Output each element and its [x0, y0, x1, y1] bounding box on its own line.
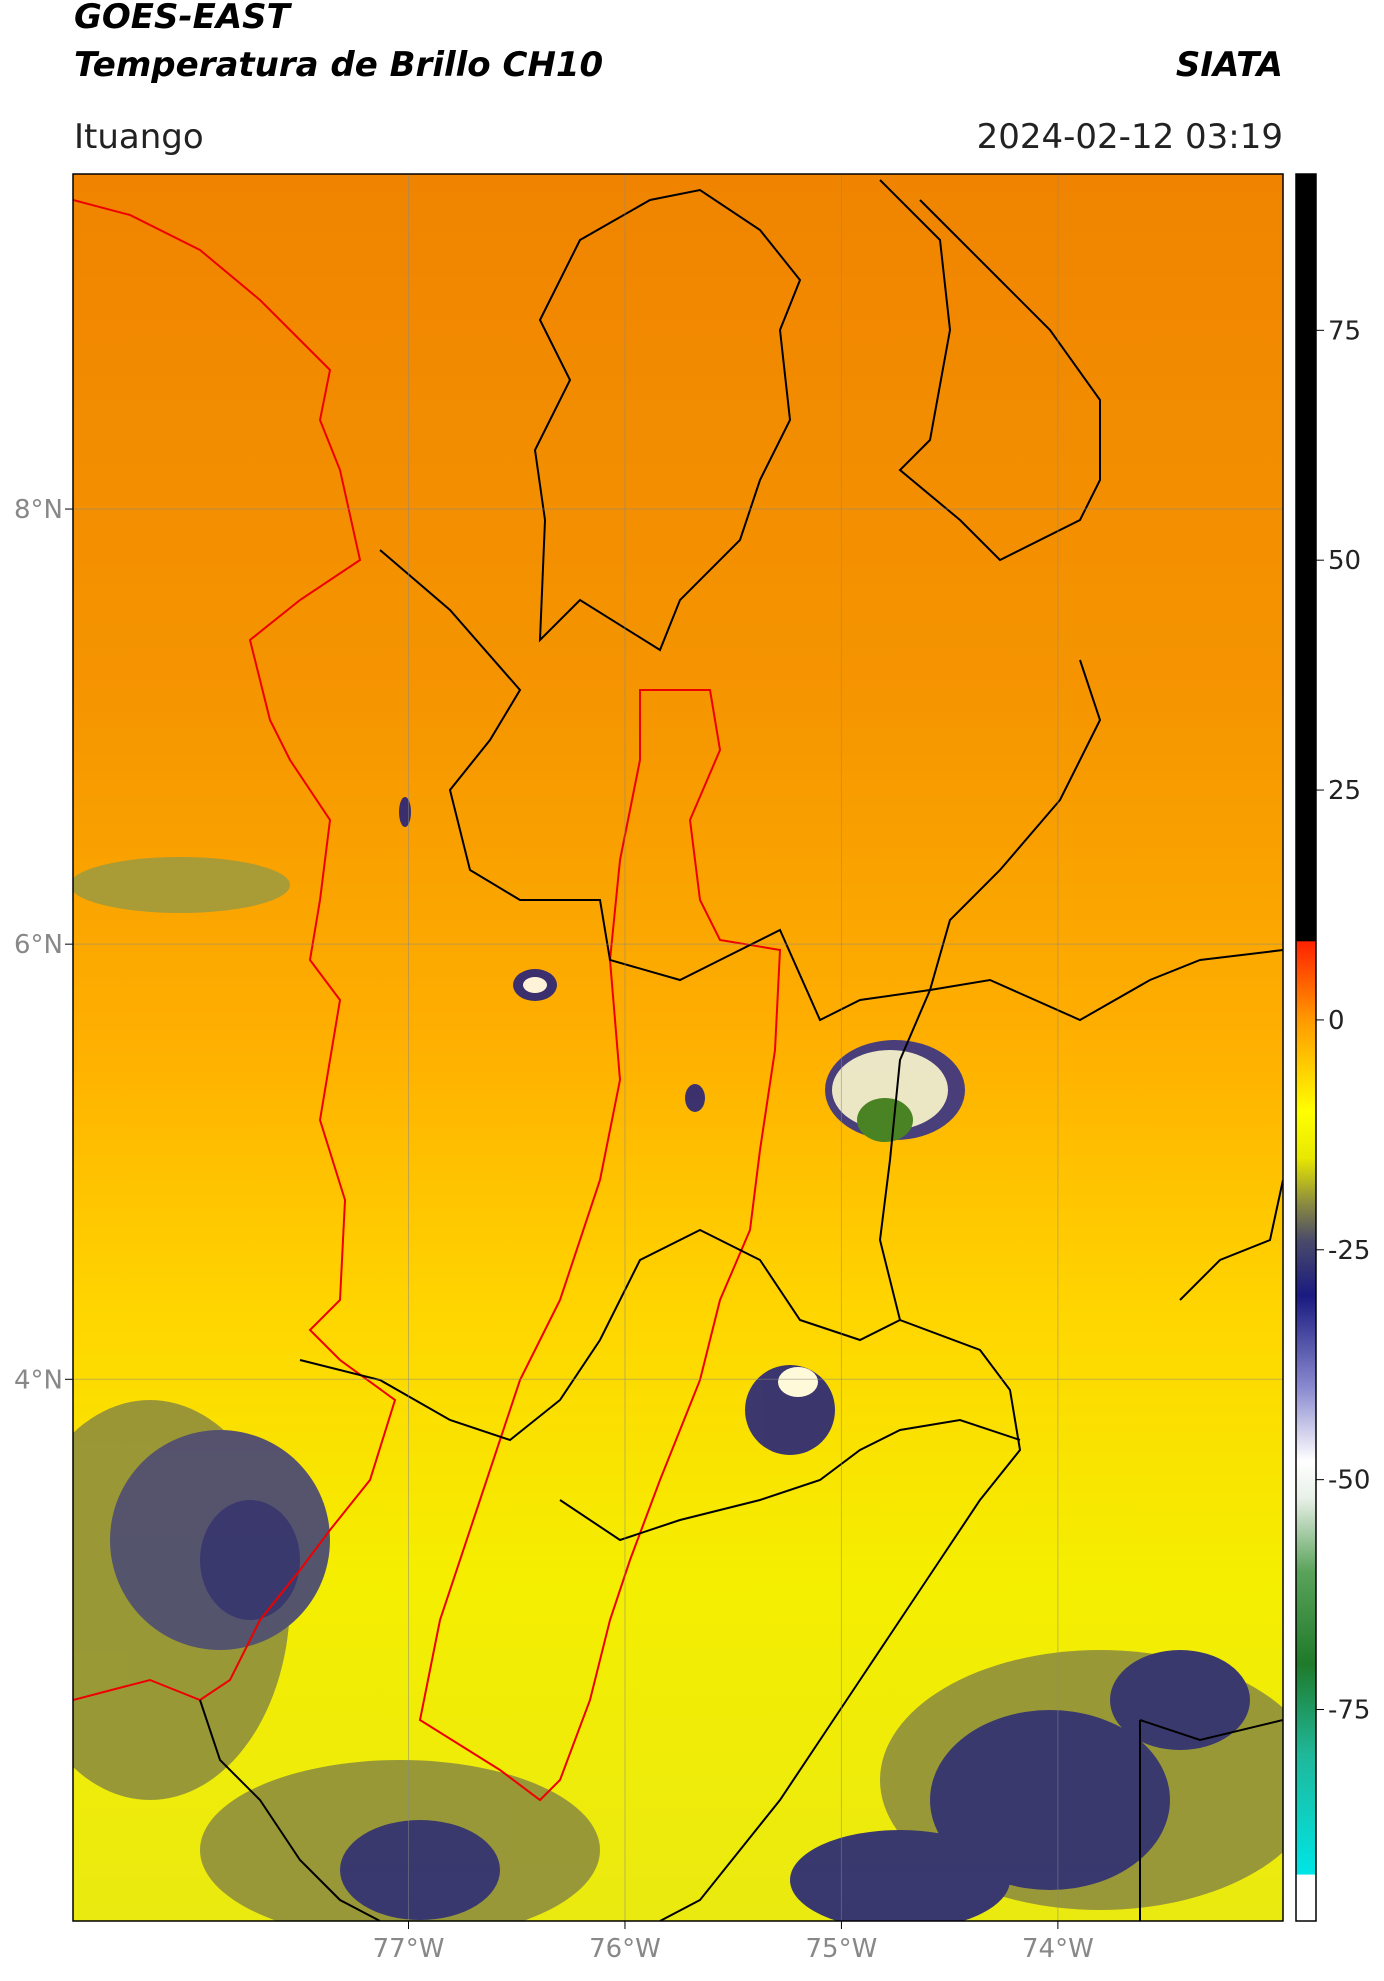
location: Ituango: [74, 117, 204, 157]
colorbar-tick-label: -25: [1328, 1236, 1370, 1266]
colorbar-tick-label: -75: [1328, 1696, 1370, 1726]
coastline: [418, 689, 782, 1802]
brand: SIATA: [1176, 45, 1283, 85]
datetime: 2024-02-12 03:19: [977, 117, 1283, 157]
admin-border: [659, 659, 1102, 1921]
colorbar: [1295, 173, 1317, 1922]
admin-border: [879, 179, 1101, 562]
admin-border: [199, 1179, 1283, 1921]
map-image: [73, 174, 1283, 1921]
x-tick-label: 76°W: [589, 1934, 661, 1964]
x-tick-label: 74°W: [1022, 1934, 1094, 1964]
map-frame: [72, 173, 1284, 1922]
x-tick-label: 77°W: [373, 1934, 445, 1964]
y-tick-label: 6°N: [14, 930, 63, 960]
colorbar-tick-label: -50: [1328, 1466, 1370, 1496]
colorbar-tick-label: 75: [1328, 316, 1361, 346]
colorbar-tick-label: 50: [1328, 546, 1361, 576]
x-tick-label: 75°W: [806, 1934, 878, 1964]
graticule: [73, 174, 1283, 1921]
title: GOES-EAST: [74, 0, 293, 37]
coastline: [73, 199, 397, 1702]
admin-border: [379, 549, 1283, 1022]
colorbar-tick-label: 0: [1328, 1006, 1345, 1036]
subtitle: Temperatura de Brillo CH10: [74, 45, 603, 85]
y-tick-label: 4°N: [14, 1365, 63, 1395]
admin-border: [533, 188, 802, 652]
y-tick-label: 8°N: [14, 495, 63, 525]
cloud-areas: [73, 797, 1283, 1921]
colorbar-tick-label: 25: [1328, 776, 1361, 806]
